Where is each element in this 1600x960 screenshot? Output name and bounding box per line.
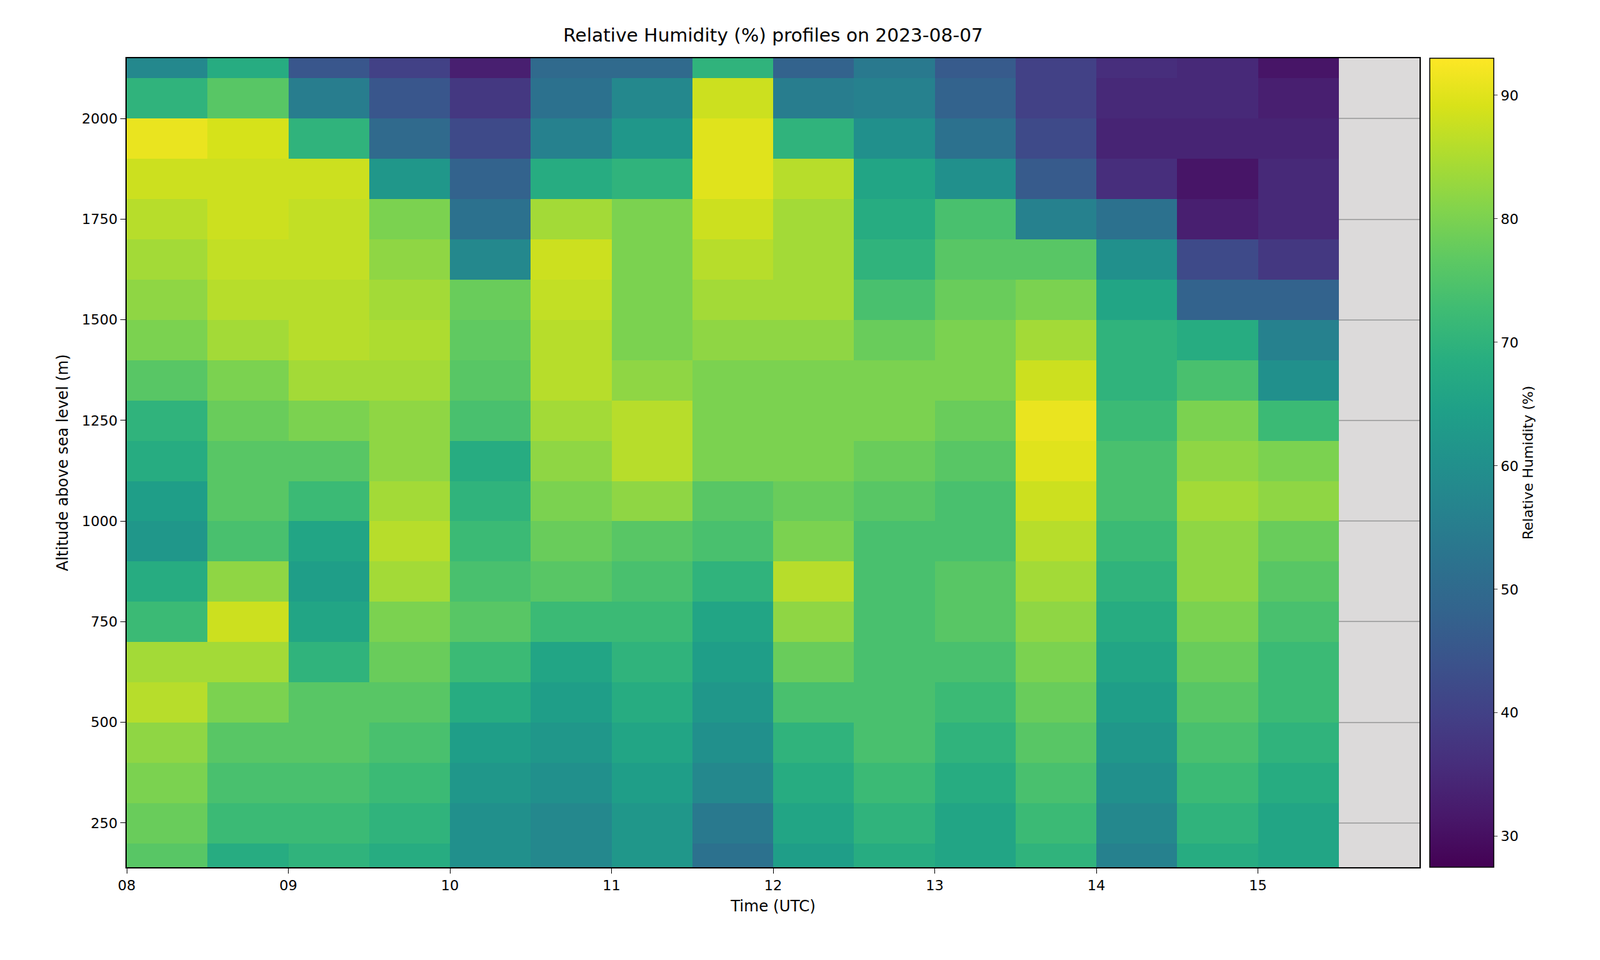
svg-text:14: 14 [1087, 877, 1106, 894]
svg-text:11: 11 [602, 877, 621, 894]
svg-text:Time (UTC): Time (UTC) [730, 897, 816, 916]
svg-text:1250: 1250 [81, 412, 118, 429]
svg-text:70: 70 [1500, 334, 1519, 351]
svg-text:30: 30 [1500, 828, 1519, 845]
svg-text:13: 13 [926, 877, 944, 894]
svg-text:250: 250 [90, 815, 118, 832]
svg-text:1000: 1000 [81, 513, 118, 530]
svg-text:Relative Humidity (%) profiles: Relative Humidity (%) profiles on 2023-0… [563, 24, 984, 47]
svg-text:15: 15 [1249, 877, 1268, 894]
svg-text:1750: 1750 [81, 211, 118, 228]
svg-text:80: 80 [1500, 211, 1519, 228]
svg-text:750: 750 [90, 613, 118, 630]
svg-text:09: 09 [279, 877, 298, 894]
svg-text:50: 50 [1500, 581, 1519, 598]
svg-text:10: 10 [440, 877, 459, 894]
svg-text:60: 60 [1500, 458, 1519, 475]
svg-text:Relative Humidity (%): Relative Humidity (%) [1520, 385, 1536, 541]
svg-text:Altitude above sea level (m): Altitude above sea level (m) [53, 353, 72, 571]
svg-text:1500: 1500 [81, 311, 118, 328]
svg-text:2000: 2000 [81, 110, 118, 127]
svg-text:500: 500 [90, 714, 118, 731]
svg-text:40: 40 [1500, 704, 1519, 721]
svg-text:08: 08 [117, 877, 136, 894]
svg-text:90: 90 [1500, 87, 1519, 104]
svg-text:12: 12 [764, 877, 783, 894]
